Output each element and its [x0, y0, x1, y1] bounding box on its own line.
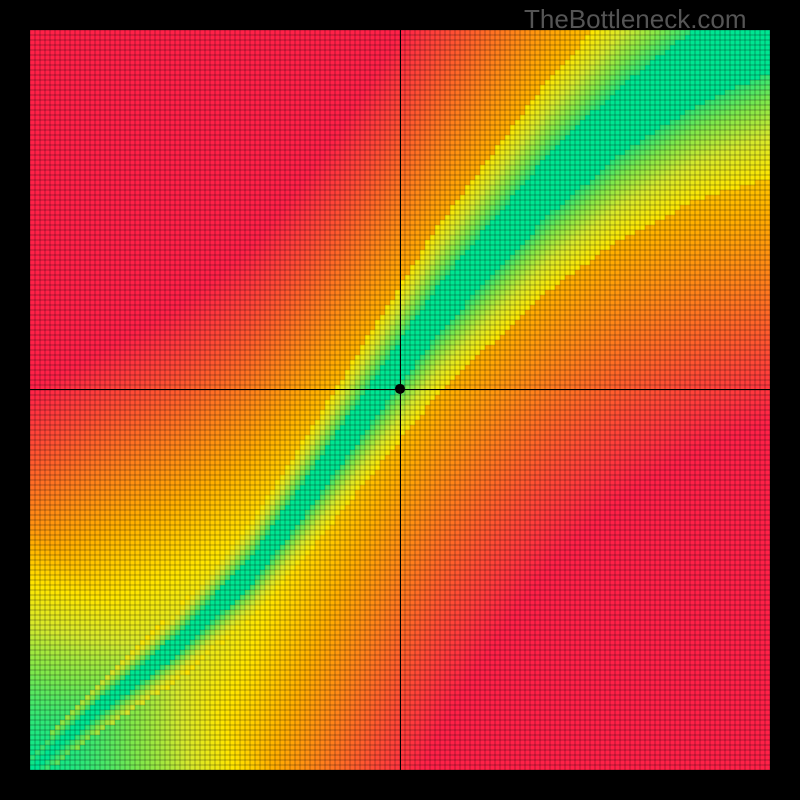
bottleneck-heatmap-chart	[0, 0, 800, 800]
watermark-text: TheBottleneck.com	[524, 4, 747, 35]
